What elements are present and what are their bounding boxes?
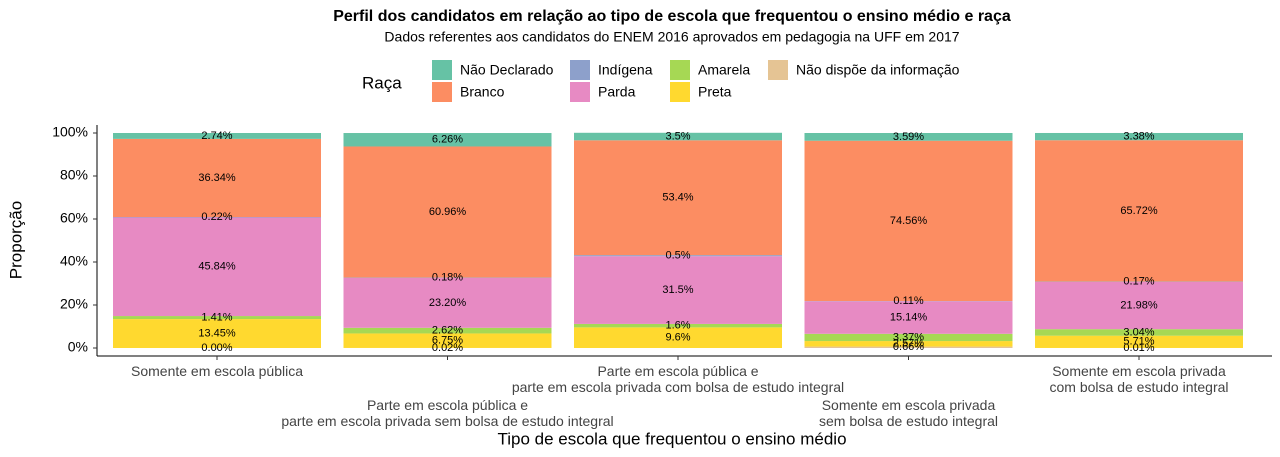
bar-segment xyxy=(574,256,782,324)
x-tick-label: Parte em escola pública e parte em escol… xyxy=(511,363,845,395)
data-label: 0.01% xyxy=(1123,342,1154,354)
data-label: 0.18% xyxy=(432,272,463,284)
data-label: 31.5% xyxy=(662,284,693,296)
chart-subtitle: Dados referentes aos candidatos do ENEM … xyxy=(384,29,959,45)
data-label: 0.5% xyxy=(665,250,690,262)
x-axis-title: Tipo de escola que frequentou o ensino m… xyxy=(497,429,846,448)
legend-label: Branco xyxy=(460,84,505,100)
data-label: 0.11% xyxy=(893,295,924,307)
data-label: 23.20% xyxy=(429,297,467,309)
data-label: 13.45% xyxy=(198,327,236,339)
data-label: 1.6% xyxy=(665,320,690,332)
data-label: 0.66% xyxy=(893,341,924,353)
legend-label: Indígena xyxy=(598,62,653,78)
legend-swatch xyxy=(432,82,452,102)
data-label: 0.17% xyxy=(1123,276,1154,288)
bar-segment xyxy=(113,133,321,139)
y-tick-label: 60% xyxy=(60,210,88,226)
legend-swatch xyxy=(670,82,690,102)
bar-segment xyxy=(574,327,782,348)
data-label: 2.57% xyxy=(893,338,924,350)
data-label: 3.04% xyxy=(1123,326,1154,338)
bar-segment xyxy=(1035,329,1243,336)
y-tick-label: 20% xyxy=(60,296,88,312)
legend-label: Preta xyxy=(698,84,732,100)
bar-segment xyxy=(1035,140,1243,282)
bar-segment xyxy=(343,133,552,147)
data-label: 53.4% xyxy=(662,192,693,204)
data-label: 6.75% xyxy=(432,335,463,347)
data-label: 0.02% xyxy=(432,342,463,354)
bar-segment xyxy=(1035,132,1243,141)
x-tick-label: Parte em escola pública e parte em escol… xyxy=(281,397,614,429)
legend-swatch xyxy=(432,60,452,80)
legend-swatch xyxy=(570,82,590,102)
bar-segment xyxy=(804,346,1013,348)
legend-swatch xyxy=(670,60,690,80)
data-label: 36.34% xyxy=(198,172,236,184)
legend-swatch xyxy=(768,60,788,80)
bar-segment xyxy=(804,341,1013,347)
bar-segment xyxy=(574,140,782,256)
bar-segment xyxy=(804,333,1013,342)
y-axis-title: Proporção xyxy=(6,201,25,279)
bar-segment xyxy=(804,140,1013,302)
bar-segment xyxy=(1035,281,1243,330)
bar-segment xyxy=(113,316,321,320)
data-label: 6.26% xyxy=(432,134,463,146)
data-label: 60.96% xyxy=(429,206,467,218)
data-label: 65.72% xyxy=(1120,205,1158,217)
legend-label: Parda xyxy=(598,84,636,100)
data-label: 45.84% xyxy=(198,261,236,273)
data-label: 3.37% xyxy=(893,331,924,343)
bar-segment xyxy=(574,323,782,328)
chart-title: Perfil dos candidatos em relação ao tipo… xyxy=(333,8,1011,25)
data-label: 2.74% xyxy=(201,130,232,142)
x-tick-label: Somente em escola privada sem bolsa de e… xyxy=(819,397,998,429)
bar-segment xyxy=(574,255,782,257)
bar-segment xyxy=(804,133,1013,141)
data-label: 21.98% xyxy=(1120,299,1158,311)
data-label: 9.6% xyxy=(665,332,690,344)
legend-label: Não dispõe da informação xyxy=(796,62,960,78)
data-label: 74.56% xyxy=(890,215,928,227)
bar-segment xyxy=(1035,335,1243,348)
legend-title: Raça xyxy=(362,73,402,92)
data-label: 5.71% xyxy=(1123,336,1154,348)
y-tick-label: 40% xyxy=(60,253,88,269)
bar-segment xyxy=(343,333,552,348)
bar-segment xyxy=(113,138,321,218)
legend-swatch xyxy=(570,60,590,80)
data-label: 15.14% xyxy=(890,311,928,323)
bar-segment xyxy=(113,319,321,348)
legend-label: Amarela xyxy=(698,62,750,78)
data-label: 3.38% xyxy=(1123,131,1154,143)
y-tick-label: 0% xyxy=(68,339,88,355)
data-label: 3.59% xyxy=(893,131,924,143)
legend-label: Não Declarado xyxy=(460,62,554,78)
x-tick-label: Somente em escola pública xyxy=(131,363,303,379)
x-tick-label: Somente em escola privada com bolsa de e… xyxy=(1049,363,1229,395)
data-label: 3.5% xyxy=(665,130,690,142)
bar-segment xyxy=(113,217,321,317)
bar-segment xyxy=(804,301,1013,334)
data-label: 0.22% xyxy=(201,211,232,223)
data-label: 0.00% xyxy=(201,342,232,354)
data-label: 1.41% xyxy=(201,311,232,323)
data-label: 2.62% xyxy=(432,325,463,337)
y-tick-label: 100% xyxy=(52,124,88,140)
bar-segment xyxy=(343,146,552,278)
y-tick-label: 80% xyxy=(60,167,88,183)
bar-segment xyxy=(574,132,782,141)
bar-segment xyxy=(343,327,552,334)
bar-segment xyxy=(343,277,552,328)
